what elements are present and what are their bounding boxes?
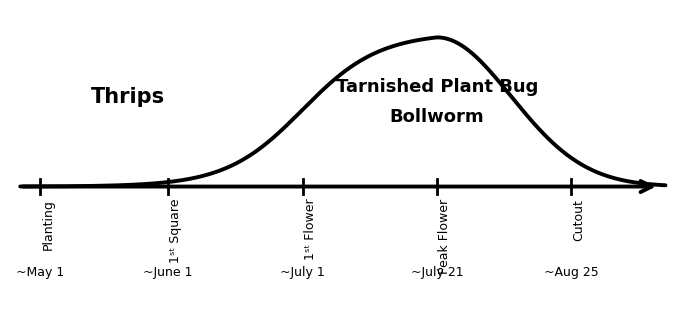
Text: Cutout: Cutout <box>572 199 586 241</box>
Text: ~July 1: ~July 1 <box>280 267 325 280</box>
Text: ~June 1: ~June 1 <box>143 267 193 280</box>
Text: ~July 21: ~July 21 <box>411 267 463 280</box>
Text: Tarnished Plant Bug
Bollworm: Tarnished Plant Bug Bollworm <box>336 78 538 126</box>
Text: 1ˢᵗ Square: 1ˢᵗ Square <box>170 199 183 263</box>
Text: ~Aug 25: ~Aug 25 <box>544 267 599 280</box>
Text: 1ˢᵗ Flower: 1ˢᵗ Flower <box>304 199 317 261</box>
Text: ~May 1: ~May 1 <box>16 267 65 280</box>
Text: Planting: Planting <box>41 199 55 250</box>
Text: Peak Flower: Peak Flower <box>439 199 452 274</box>
Text: Thrips: Thrips <box>91 87 165 107</box>
